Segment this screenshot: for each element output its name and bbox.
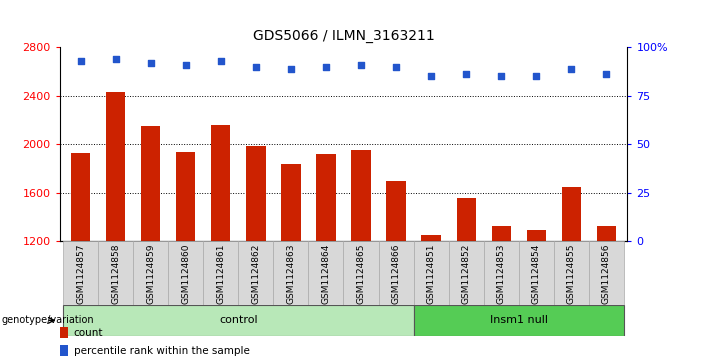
Bar [211, 125, 231, 241]
Bar [343, 241, 379, 305]
Point [566, 66, 577, 72]
Text: GSM1124865: GSM1124865 [357, 243, 365, 304]
Bar [597, 226, 616, 241]
Bar [484, 241, 519, 305]
Bar [562, 187, 581, 241]
Text: percentile rank within the sample: percentile rank within the sample [74, 346, 250, 356]
Text: GSM1124855: GSM1124855 [567, 243, 576, 304]
Bar [203, 241, 238, 305]
Text: GSM1124866: GSM1124866 [392, 243, 400, 304]
Text: genotype/variation: genotype/variation [1, 315, 94, 325]
Bar [379, 241, 414, 305]
Text: GSM1124858: GSM1124858 [111, 243, 120, 304]
Bar [133, 241, 168, 305]
Text: GSM1124861: GSM1124861 [217, 243, 225, 304]
Text: GSM1124851: GSM1124851 [427, 243, 435, 304]
Text: GSM1124862: GSM1124862 [252, 243, 260, 304]
Text: count: count [74, 327, 103, 338]
Point [180, 62, 191, 68]
Bar [71, 153, 90, 241]
Bar [63, 241, 98, 305]
Text: GSM1124863: GSM1124863 [287, 243, 295, 304]
Point [215, 58, 226, 64]
Point [285, 66, 297, 72]
Bar [351, 150, 371, 241]
Text: GSM1124860: GSM1124860 [182, 243, 190, 304]
Bar [106, 92, 125, 241]
Bar [60, 327, 69, 338]
Point [250, 64, 261, 69]
Text: GSM1124864: GSM1124864 [322, 243, 330, 304]
Point [320, 64, 332, 69]
Bar [526, 230, 546, 241]
Text: GSM1124854: GSM1124854 [532, 243, 540, 304]
Bar [316, 154, 336, 241]
Bar [281, 164, 301, 241]
Point [110, 56, 121, 62]
Bar [456, 198, 476, 241]
Point [426, 73, 437, 79]
Point [461, 72, 472, 77]
Point [496, 73, 507, 79]
Bar [554, 241, 589, 305]
Point [355, 62, 367, 68]
Point [145, 60, 156, 66]
Bar [386, 181, 406, 241]
Bar [168, 241, 203, 305]
Bar [98, 241, 133, 305]
Point [531, 73, 542, 79]
Bar [414, 241, 449, 305]
Bar [421, 235, 441, 241]
Point [601, 72, 612, 77]
Text: GSM1124852: GSM1124852 [462, 243, 470, 304]
Point [75, 58, 86, 64]
Bar [308, 241, 343, 305]
Bar [246, 146, 266, 241]
Text: GSM1124853: GSM1124853 [497, 243, 505, 304]
Point [390, 64, 402, 69]
Text: Insm1 null: Insm1 null [490, 315, 547, 325]
Text: GSM1124856: GSM1124856 [602, 243, 611, 304]
Bar [176, 152, 196, 241]
Bar [238, 241, 273, 305]
Bar [273, 241, 308, 305]
Bar [141, 126, 161, 241]
Bar [63, 305, 414, 336]
Text: control: control [219, 315, 258, 325]
Bar [589, 241, 624, 305]
Text: GSM1124857: GSM1124857 [76, 243, 85, 304]
Bar [449, 241, 484, 305]
Title: GDS5066 / ILMN_3163211: GDS5066 / ILMN_3163211 [252, 29, 435, 44]
Bar [491, 226, 511, 241]
Bar [60, 345, 69, 356]
Bar [414, 305, 624, 336]
Bar [519, 241, 554, 305]
Text: GSM1124859: GSM1124859 [147, 243, 155, 304]
